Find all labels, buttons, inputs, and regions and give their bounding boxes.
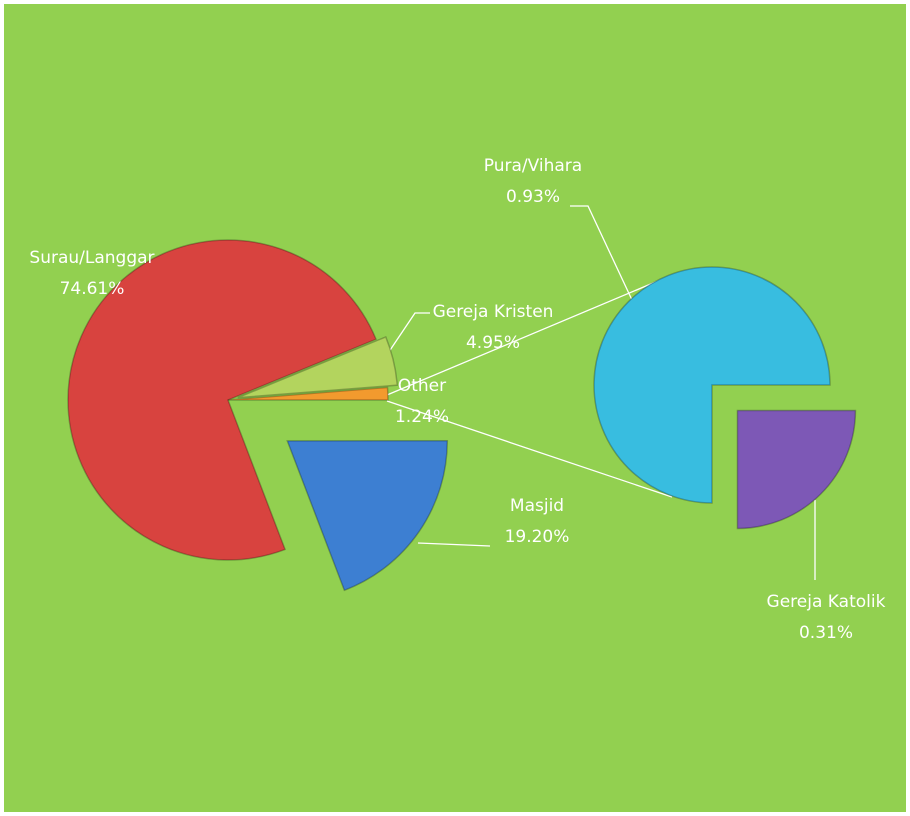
slice-label: Other — [398, 376, 446, 396]
pie-slice — [593, 266, 831, 504]
connector-line — [386, 277, 666, 396]
slice-value-label: 74.61% — [60, 279, 125, 299]
slice-value-label: 19.20% — [505, 527, 570, 547]
slice-value-label: 1.24% — [395, 407, 449, 427]
slice-value-label: 0.93% — [506, 187, 560, 207]
slice-label: Surau/Langgar — [29, 248, 154, 268]
slice-label: Pura/Vihara — [484, 156, 582, 176]
slice-value-label: 4.95% — [466, 333, 520, 353]
leader-line — [417, 542, 491, 547]
leader-line — [570, 205, 633, 301]
slice-label: Gereja Katolik — [767, 592, 886, 612]
pie-slice — [736, 409, 857, 530]
pie-slice — [227, 386, 389, 401]
slice-label: Masjid — [510, 496, 564, 516]
connector-line — [386, 400, 673, 498]
slice-value-label: 0.31% — [799, 623, 853, 643]
slice-label: Gereja Kristen — [433, 302, 554, 322]
pie-slice — [237, 335, 399, 399]
pie-slice — [67, 239, 378, 561]
pie-slice — [286, 440, 449, 592]
